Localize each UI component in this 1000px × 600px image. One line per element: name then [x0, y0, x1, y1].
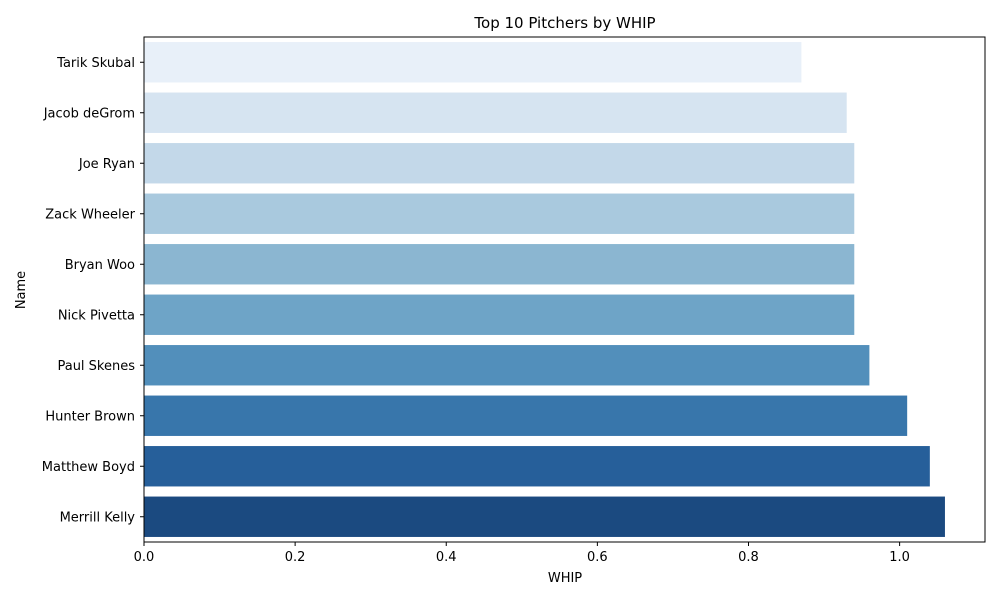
bar-paul-skenes [144, 345, 870, 386]
bar-merrill-kelly [144, 496, 945, 537]
bar-zack-wheeler [144, 193, 855, 234]
bar-jacob-degrom [144, 92, 847, 133]
y-tick-label: Jacob deGrom [43, 106, 135, 121]
ticks-layer: Tarik Skubal Jacob deGrom Joe Ryan Zack Whe… [42, 56, 910, 565]
y-tick-label: Tarik Skubal [56, 56, 135, 71]
y-axis-label: Name [14, 271, 29, 309]
bar-hunter-brown [144, 395, 908, 436]
x-tick-label: 0.4 [436, 550, 457, 565]
bar-tarik-skubal [144, 42, 802, 83]
y-tick-label: Matthew Boyd [42, 460, 135, 475]
y-tick-label: Merrill Kelly [60, 510, 136, 525]
plot-frame [143, 36, 986, 543]
x-tick-label: 0.2 [285, 550, 306, 565]
x-tick-label: 0.8 [738, 550, 759, 565]
x-tick-label: 0.0 [134, 550, 155, 565]
bar-nick-pivetta [144, 294, 855, 335]
bar-matthew-boyd [144, 446, 930, 487]
x-tick-label: 1.0 [889, 550, 910, 565]
y-tick-label: Joe Ryan [78, 157, 135, 172]
x-axis-label: WHIP [548, 571, 582, 586]
y-tick-label: Nick Pivetta [58, 308, 135, 323]
y-tick-label: Paul Skenes [57, 359, 135, 374]
bars-layer [144, 42, 945, 537]
y-tick-label: Zack Wheeler [45, 207, 135, 222]
x-tick-label: 0.6 [587, 550, 608, 565]
bar-joe-ryan [144, 143, 855, 184]
chart-title: Top 10 Pitchers by WHIP [473, 14, 655, 32]
y-tick-label: Bryan Woo [65, 258, 135, 273]
axes-layer [143, 36, 986, 543]
y-tick-label: Hunter Brown [45, 409, 135, 424]
bar-bryan-woo [144, 244, 855, 285]
